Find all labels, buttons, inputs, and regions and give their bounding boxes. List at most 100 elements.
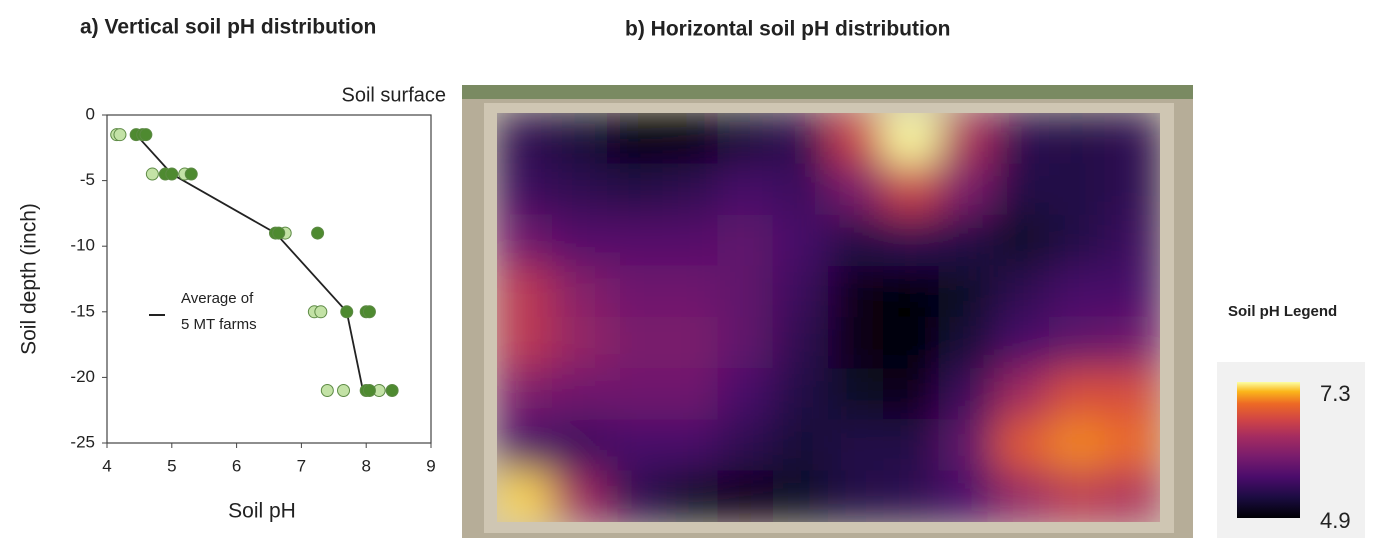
heat-cell bbox=[551, 163, 608, 216]
data-point bbox=[311, 226, 325, 240]
heat-cell bbox=[938, 317, 995, 370]
heatmap bbox=[497, 113, 1160, 522]
heat-cell bbox=[938, 265, 995, 318]
data-point bbox=[320, 384, 334, 398]
heat-cell bbox=[717, 214, 774, 267]
field-edge bbox=[462, 85, 1193, 99]
heat-cell bbox=[1104, 470, 1160, 522]
legend-title: Soil pH Legend bbox=[1228, 303, 1337, 320]
y-axis-label: Soil depth (inch) bbox=[18, 203, 41, 355]
heat-cell bbox=[1104, 163, 1160, 216]
heat-cell bbox=[772, 317, 829, 370]
heat-cell bbox=[772, 113, 829, 165]
heat-cell bbox=[1104, 419, 1160, 472]
heat-cell bbox=[1049, 113, 1106, 165]
plot-frame bbox=[106, 114, 432, 444]
heat-cell bbox=[662, 470, 719, 522]
heat-cell bbox=[497, 163, 553, 216]
heat-cell bbox=[993, 214, 1050, 267]
heat-cell bbox=[938, 470, 995, 522]
heat-cell bbox=[938, 113, 995, 165]
heat-cell bbox=[883, 317, 940, 370]
heat-cell bbox=[1049, 419, 1106, 472]
data-point bbox=[362, 305, 376, 319]
heat-cell bbox=[607, 214, 664, 267]
heat-cell bbox=[662, 163, 719, 216]
x-tick-label: 8 bbox=[361, 456, 370, 475]
heat-cell bbox=[828, 113, 885, 165]
heat-cell bbox=[662, 368, 719, 421]
heat-cell bbox=[883, 470, 940, 522]
heat-cell bbox=[551, 368, 608, 421]
data-point bbox=[272, 226, 286, 240]
heat-cell bbox=[497, 368, 553, 421]
heat-cell bbox=[772, 368, 829, 421]
data-point bbox=[139, 128, 153, 142]
y-tick-label: -10 bbox=[70, 236, 95, 255]
heat-cell bbox=[828, 265, 885, 318]
heat-cell bbox=[828, 214, 885, 267]
heat-cell bbox=[1049, 214, 1106, 267]
heat-cell bbox=[1049, 265, 1106, 318]
x-tick-label: 5 bbox=[167, 456, 176, 475]
heat-cell bbox=[1104, 113, 1160, 165]
y-tick-label: -5 bbox=[80, 170, 95, 189]
x-tick-label: 6 bbox=[232, 456, 241, 475]
heat-cell bbox=[883, 214, 940, 267]
heat-cell bbox=[828, 163, 885, 216]
heat-cell bbox=[497, 317, 553, 370]
heat-cell bbox=[828, 470, 885, 522]
heat-cell bbox=[1049, 163, 1106, 216]
heat-cell bbox=[717, 368, 774, 421]
heat-cell bbox=[1049, 470, 1106, 522]
heat-cell bbox=[717, 265, 774, 318]
heat-cell bbox=[883, 265, 940, 318]
heat-cell bbox=[993, 265, 1050, 318]
heat-cell bbox=[717, 419, 774, 472]
data-point bbox=[314, 305, 328, 319]
heat-cell bbox=[662, 265, 719, 318]
heat-cell bbox=[662, 113, 719, 165]
y-tick-label: -15 bbox=[70, 301, 95, 320]
heat-cell bbox=[883, 419, 940, 472]
heat-cell bbox=[828, 419, 885, 472]
heat-cell bbox=[1104, 317, 1160, 370]
heat-cell bbox=[551, 265, 608, 318]
data-point bbox=[145, 167, 159, 181]
chart-title: b) Horizontal soil pH distribution bbox=[625, 18, 950, 41]
heat-cell bbox=[993, 419, 1050, 472]
heat-cell bbox=[993, 113, 1050, 165]
heat-cell bbox=[607, 368, 664, 421]
heat-cell bbox=[551, 317, 608, 370]
heat-cell bbox=[938, 368, 995, 421]
annotation: Soil surface bbox=[342, 84, 447, 106]
heat-cell bbox=[497, 419, 553, 472]
heat-cell bbox=[662, 419, 719, 472]
heat-cell bbox=[662, 317, 719, 370]
y-tick-label: -20 bbox=[70, 367, 95, 386]
heat-cell bbox=[993, 317, 1050, 370]
heat-cell bbox=[551, 214, 608, 267]
data-point bbox=[362, 384, 376, 398]
heat-cell bbox=[497, 470, 553, 522]
heat-cell bbox=[717, 470, 774, 522]
heat-cell bbox=[1104, 214, 1160, 267]
heat-cell bbox=[662, 214, 719, 267]
heat-cell bbox=[551, 470, 608, 522]
y-tick-label: 0 bbox=[86, 104, 95, 123]
heat-cell bbox=[1049, 368, 1106, 421]
heat-cell bbox=[497, 113, 553, 165]
x-tick-label: 9 bbox=[426, 456, 435, 475]
heat-cell bbox=[883, 368, 940, 421]
heat-cell bbox=[497, 265, 553, 318]
heat-cell bbox=[717, 163, 774, 216]
heat-cell bbox=[938, 419, 995, 472]
data-point bbox=[337, 384, 351, 398]
heat-cell bbox=[1104, 265, 1160, 318]
heat-cell bbox=[772, 214, 829, 267]
heat-cell bbox=[883, 163, 940, 216]
heat-cell bbox=[551, 419, 608, 472]
heat-cell bbox=[938, 214, 995, 267]
data-point bbox=[385, 384, 399, 398]
